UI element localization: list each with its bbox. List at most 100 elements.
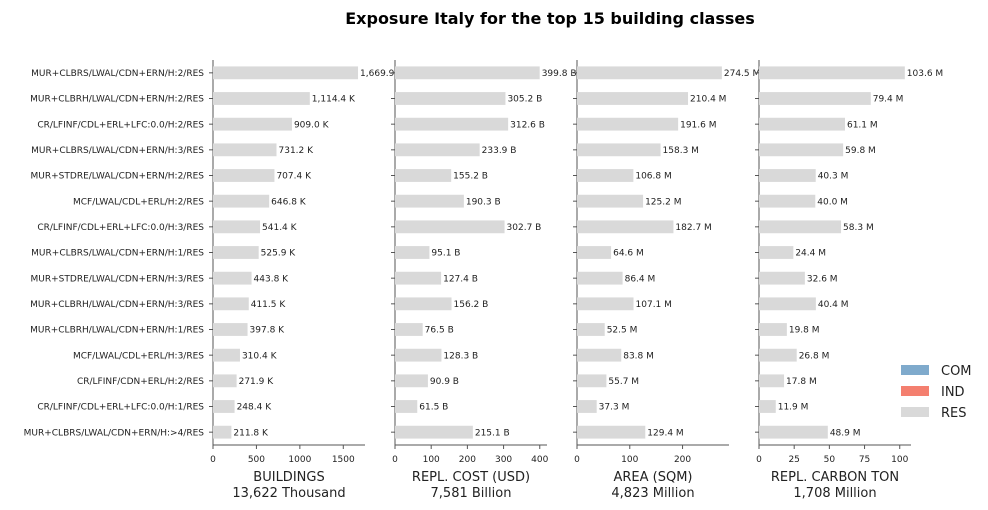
data-label: 58.3 M bbox=[843, 223, 874, 233]
bar bbox=[759, 323, 787, 336]
category-label: CR/LFINF/CDL+ERL+LFC:0.0/H:1/RES bbox=[37, 403, 204, 413]
data-label: 103.6 M bbox=[907, 69, 943, 79]
bar bbox=[213, 246, 259, 259]
bar bbox=[395, 348, 442, 362]
x-axis-total: 4,823 Million bbox=[611, 486, 694, 501]
bar bbox=[577, 92, 689, 105]
x-tick-label: 1500 bbox=[332, 455, 355, 465]
legend-swatch-res bbox=[901, 407, 929, 417]
x-tick-label: 1000 bbox=[288, 455, 311, 465]
bar bbox=[213, 194, 270, 208]
data-label: 191.6 M bbox=[680, 120, 716, 130]
bar bbox=[577, 348, 622, 362]
x-tick-label: 200 bbox=[674, 455, 691, 465]
data-label: 76.5 B bbox=[425, 326, 454, 336]
bar bbox=[213, 425, 232, 439]
x-axis-label: AREA (SQM) bbox=[613, 470, 692, 485]
x-tick-label: 0 bbox=[392, 455, 398, 465]
data-label: 397.8 K bbox=[250, 326, 286, 336]
data-label: 79.4 M bbox=[873, 95, 904, 105]
data-label: 1,669.9 K bbox=[360, 69, 404, 79]
data-label: 211.8 K bbox=[233, 428, 269, 438]
x-tick-label: 0 bbox=[574, 455, 580, 465]
bar bbox=[759, 297, 816, 311]
bar bbox=[577, 323, 605, 336]
data-label: 525.9 K bbox=[261, 249, 297, 259]
x-axis-label: REPL. COST (USD) bbox=[412, 470, 530, 485]
bar bbox=[395, 117, 509, 131]
bar bbox=[213, 297, 249, 311]
data-label: 155.2 B bbox=[453, 172, 488, 182]
category-label: MCF/LWAL/CDL+ERL/H:2/RES bbox=[73, 197, 204, 207]
bar bbox=[213, 92, 310, 105]
category-label: MUR+STDRE/LWAL/CDN+ERN/H:3/RES bbox=[31, 274, 205, 284]
chart-legend: COM IND RES bbox=[901, 364, 972, 421]
bar bbox=[213, 169, 275, 182]
data-label: 59.8 M bbox=[845, 146, 876, 156]
x-axis-label: BUILDINGS bbox=[253, 470, 324, 485]
panel-4: 103.6 M 79.4 M 61.1 M 59.8 M 40.3 M 40.0 M 58.… bbox=[755, 60, 943, 501]
bar bbox=[759, 425, 828, 439]
bar bbox=[213, 66, 359, 80]
category-label: CR/LFINF/CDL+ERL+LFC:0.0/H:3/RES bbox=[37, 223, 204, 233]
data-label: 64.6 M bbox=[613, 249, 644, 259]
data-label: 61.5 B bbox=[419, 403, 448, 413]
chart-panels: 1,669.9 K MUR+CLBRS/LWAL/CDN+ERN/H:2/RES 1… bbox=[24, 60, 943, 501]
data-label: 156.2 B bbox=[454, 300, 489, 310]
x-tick-label: 100 bbox=[423, 455, 440, 465]
bar bbox=[577, 169, 634, 182]
bar bbox=[759, 271, 805, 285]
data-label: 158.3 M bbox=[663, 146, 699, 156]
bar bbox=[395, 143, 480, 157]
data-label: 274.5 M bbox=[724, 69, 760, 79]
data-label: 215.1 B bbox=[475, 428, 510, 438]
panel-2: 399.8 B 305.2 B 312.6 B 233.9 B 155.2 B 190.3… bbox=[391, 60, 577, 501]
bar bbox=[395, 92, 506, 105]
data-label: 129.4 M bbox=[647, 428, 683, 438]
category-label: MUR+CLBRH/LWAL/CDN+ERN/H:1/RES bbox=[30, 326, 204, 336]
data-label: 312.6 B bbox=[510, 120, 545, 130]
bar bbox=[213, 400, 235, 413]
x-tick-label: 0 bbox=[756, 455, 762, 465]
data-label: 646.8 K bbox=[271, 197, 307, 207]
bar bbox=[759, 117, 845, 131]
data-label: 52.5 M bbox=[607, 326, 638, 336]
x-tick-label: 300 bbox=[495, 455, 512, 465]
x-tick-label: 200 bbox=[459, 455, 476, 465]
data-label: 32.6 M bbox=[807, 274, 838, 284]
data-label: 19.8 M bbox=[789, 326, 820, 336]
data-label: 909.0 K bbox=[294, 120, 330, 130]
data-label: 182.7 M bbox=[675, 223, 711, 233]
bar bbox=[577, 374, 607, 388]
bar bbox=[213, 271, 252, 285]
data-label: 210.4 M bbox=[690, 95, 726, 105]
bar bbox=[577, 246, 612, 259]
bar bbox=[395, 400, 418, 413]
data-label: 37.3 M bbox=[599, 403, 630, 413]
bar bbox=[577, 117, 679, 131]
data-label: 95.1 B bbox=[431, 249, 460, 259]
category-label: CR/LFINF/CDL+ERL+LFC:0.0/H:2/RES bbox=[37, 120, 204, 130]
chart-title: Exposure Italy for the top 15 building c… bbox=[345, 9, 755, 28]
data-label: 55.7 M bbox=[608, 377, 639, 387]
category-label: MUR+CLBRS/LWAL/CDN+ERN/H:1/RES bbox=[31, 249, 204, 259]
x-tick-label: 50 bbox=[824, 455, 836, 465]
data-label: 305.2 B bbox=[507, 95, 542, 105]
panel-1: 1,669.9 K MUR+CLBRS/LWAL/CDN+ERN/H:2/RES 1… bbox=[24, 60, 404, 501]
legend-swatch-ind bbox=[901, 386, 929, 396]
data-label: 17.8 M bbox=[786, 377, 817, 387]
data-label: 40.4 M bbox=[818, 300, 849, 310]
x-tick-label: 400 bbox=[531, 455, 548, 465]
bar bbox=[395, 66, 540, 80]
bar bbox=[577, 143, 661, 157]
data-label: 248.4 K bbox=[237, 403, 273, 413]
bar bbox=[213, 220, 261, 234]
bar bbox=[759, 194, 816, 208]
legend-label-ind: IND bbox=[941, 385, 965, 400]
bar bbox=[759, 169, 816, 182]
bar bbox=[213, 323, 248, 336]
x-axis-total: 7,581 Billion bbox=[431, 486, 512, 501]
data-label: 83.8 M bbox=[623, 351, 654, 361]
data-label: 86.4 M bbox=[625, 274, 656, 284]
